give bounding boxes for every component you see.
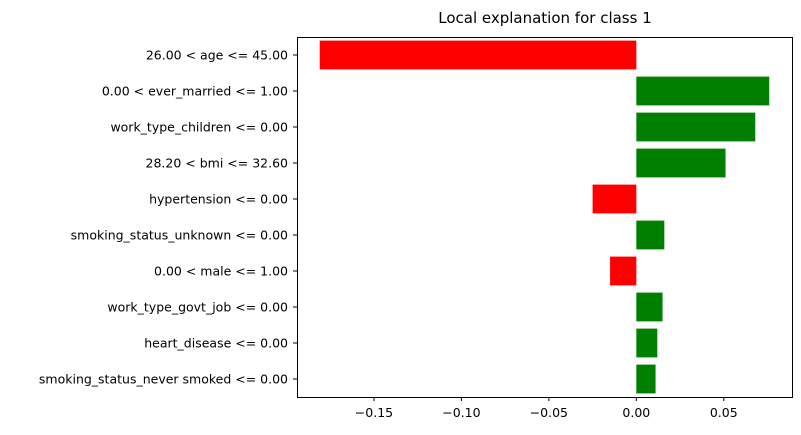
y-tick-label: 28.20 < bmi <= 32.60 [146,156,289,171]
bar [319,40,637,70]
bar [636,220,665,250]
x-tick-label: −0.15 [355,405,393,420]
y-tick-label: hypertension <= 0.00 [149,192,288,207]
bar [636,148,726,178]
bars-group [319,40,770,394]
y-tick-label: 0.00 < male <= 1.00 [154,264,288,279]
x-tick-label: −0.05 [530,405,568,420]
bar [636,292,663,322]
chart-title: Local explanation for class 1 [438,9,652,27]
plot-frame [297,37,793,398]
y-tick-label: work_type_govt_job <= 0.00 [107,300,288,315]
bar [636,112,756,142]
y-tick-label: 0.00 < ever_married <= 1.00 [102,84,288,99]
bar [592,184,637,214]
y-tick-label: work_type_children <= 0.00 [110,120,288,135]
y-ticks: 26.00 < age <= 45.00 0.00 < ever_married … [39,48,297,387]
bar [636,328,658,358]
y-tick-label: heart_disease <= 0.00 [144,336,288,351]
bar [636,76,770,106]
bar [610,256,637,286]
x-tick-label: 0.05 [710,405,738,420]
bar [636,364,656,394]
y-tick-label: smoking_status_never smoked <= 0.00 [39,372,288,387]
y-tick-label: smoking_status_unknown <= 0.00 [71,228,288,243]
x-tick-label: −0.10 [442,405,480,420]
x-tick-label: 0.00 [622,405,650,420]
x-ticks: −0.15 −0.10 −0.05 0.00 0.05 [355,397,738,420]
y-tick-label: 26.00 < age <= 45.00 [146,48,288,63]
